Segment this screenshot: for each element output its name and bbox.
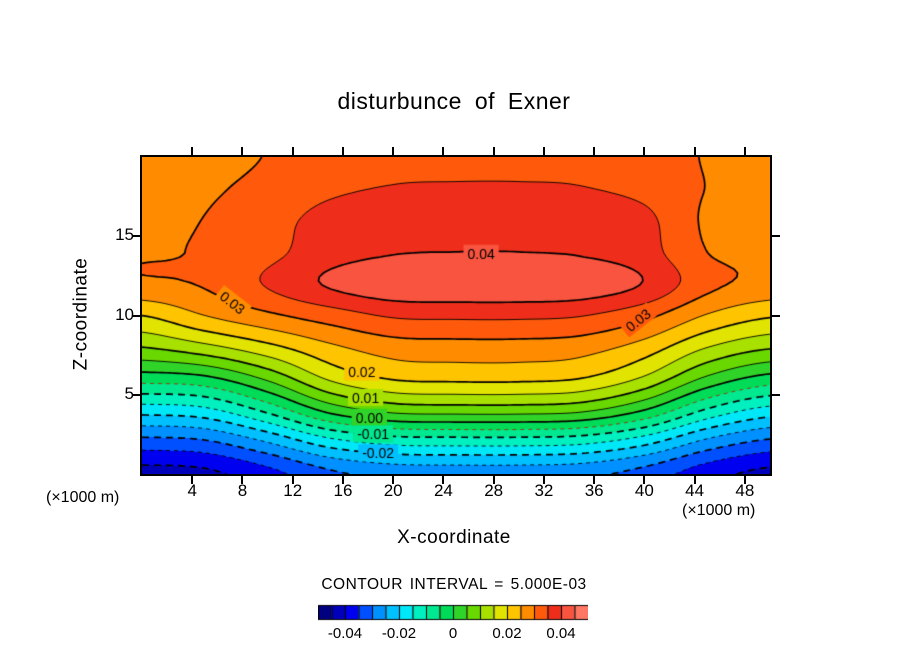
x-tick-label: 44	[685, 481, 705, 500]
y-tick	[132, 235, 140, 238]
x-tick-top	[291, 147, 294, 155]
x-axis-unit: (×1000 m)	[682, 502, 756, 519]
y-tick-label: 15	[115, 225, 134, 245]
x-tick-label: 28	[484, 481, 504, 500]
y-tick	[132, 393, 140, 396]
x-tick	[542, 476, 545, 484]
contour-canvas	[142, 157, 770, 474]
colorbar-tick-label: 0.04	[546, 625, 576, 642]
x-tick	[341, 476, 344, 484]
y-tick-right	[772, 235, 780, 238]
x-tick	[643, 476, 646, 484]
x-tick-label: 36	[584, 481, 604, 500]
y-tick-right	[772, 314, 780, 317]
x-tick-label: 32	[534, 481, 554, 500]
contour-interval-note: CONTOUR INTERVAL = 5.000E-03	[321, 576, 587, 593]
x-tick-label: 16	[333, 481, 353, 500]
colorbar-tick-label: -0.02	[381, 625, 417, 642]
y-tick	[132, 314, 140, 317]
x-tick-label: 40	[634, 481, 654, 500]
x-tick-label: 24	[433, 481, 453, 500]
plot-area: 4 8 12 16 20 24 28 32 36 40 44 48 5 10 15	[115, 147, 780, 500]
colorbar-labels: -0.04 -0.02 0 0.02 0.04	[318, 625, 588, 643]
x-tick-top	[542, 147, 545, 155]
x-tick-label: 20	[383, 481, 403, 500]
x-tick-top	[191, 147, 194, 155]
x-tick	[492, 476, 495, 484]
x-tick-top	[241, 147, 244, 155]
x-tick-top	[442, 147, 445, 155]
x-tick	[241, 476, 244, 484]
x-tick	[743, 476, 746, 484]
x-tick-top	[492, 147, 495, 155]
x-tick-top	[593, 147, 596, 155]
x-tick-top	[392, 147, 395, 155]
y-tick-label: 5	[124, 383, 134, 403]
x-tick	[693, 476, 696, 484]
x-tick-label: 8	[237, 481, 248, 500]
y-axis-label: Z-coordinate	[70, 257, 92, 370]
x-tick	[291, 476, 294, 484]
colorbar	[318, 603, 588, 622]
x-tick-label: 48	[735, 481, 755, 500]
x-tick-label: 4	[187, 481, 197, 500]
x-tick-top	[693, 147, 696, 155]
colorbar-tick-label: 0	[448, 625, 458, 642]
x-tick	[442, 476, 445, 484]
chart-title: disturbunce of Exner	[337, 88, 571, 114]
x-tick-top	[643, 147, 646, 155]
x-tick-label: 12	[283, 481, 303, 500]
z-axis-unit: (×1000 m)	[46, 489, 120, 506]
x-tick	[392, 476, 395, 484]
x-tick-top	[743, 147, 746, 155]
x-tick-top	[341, 147, 344, 155]
colorbar-tick-label: -0.04	[327, 625, 363, 642]
x-axis-label: X-coordinate	[397, 527, 511, 548]
y-tick-right	[772, 393, 780, 396]
x-tick	[191, 476, 194, 484]
y-axis-label-wrap: Z-coordinate	[66, 155, 96, 472]
x-tick	[593, 476, 596, 484]
colorbar-tick-label: 0.02	[492, 625, 522, 642]
y-tick-label: 10	[115, 304, 134, 324]
